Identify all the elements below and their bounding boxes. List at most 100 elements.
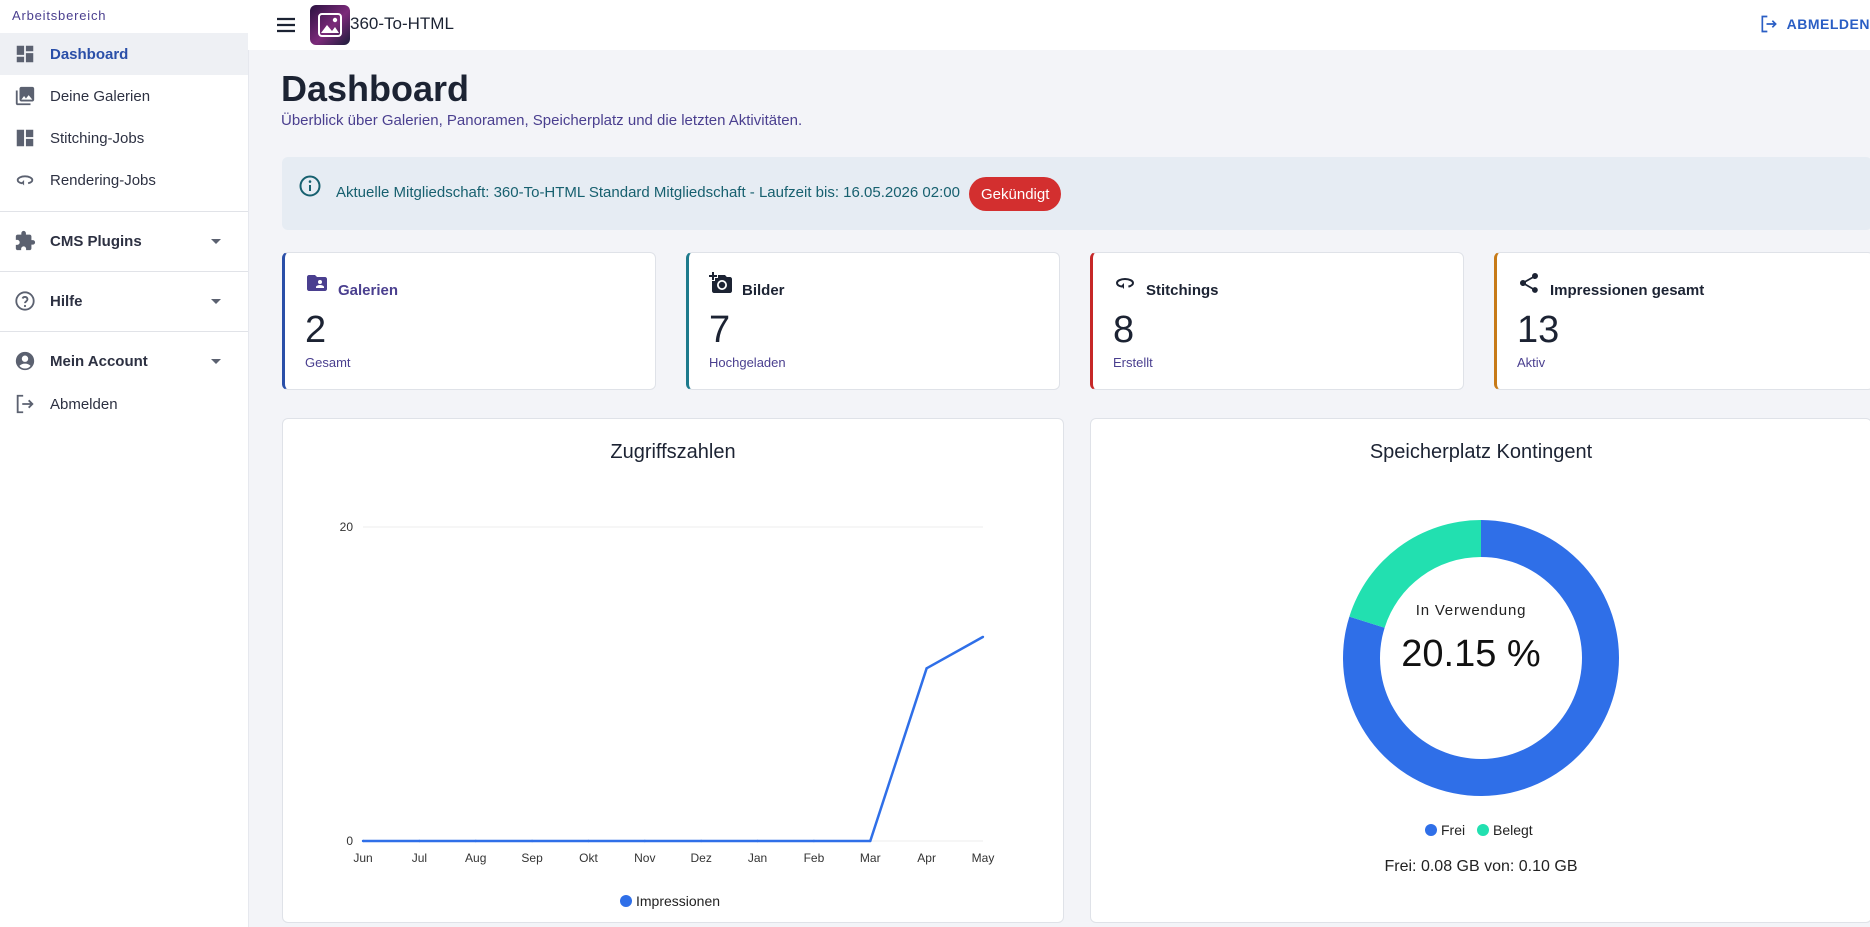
status-badge: Gekündigt: [969, 177, 1062, 211]
app-name: 360-To-HTML: [350, 14, 454, 33]
sidebar-group-account[interactable]: Mein Account: [0, 340, 248, 382]
hamburger-menu-icon[interactable]: [274, 13, 298, 37]
data-point: [361, 839, 365, 843]
info-icon: [299, 175, 321, 197]
stat-card-stitchings[interactable]: Stitchings 8 Erstellt: [1090, 252, 1464, 390]
x-tick-label: Dez: [691, 851, 712, 865]
card-title: Impressionen gesamt: [1550, 282, 1705, 299]
share-icon: [1520, 273, 1538, 293]
sidebar-item-label: Hilfe: [50, 292, 83, 310]
image-logo-icon: [318, 13, 342, 37]
top-bar: 360-To-HTML ABMELDEN: [248, 0, 1870, 50]
data-point: [756, 839, 759, 843]
sidebar-group-cms-plugins[interactable]: CMS Plugins: [0, 220, 248, 262]
help-icon: [15, 291, 35, 311]
legend-marker: [1477, 824, 1489, 836]
legend-label: Belegt: [1493, 822, 1533, 838]
x-tick-label: Feb: [804, 851, 825, 865]
data-point: [418, 839, 421, 843]
workspace-title: Arbeitsbereich: [12, 8, 107, 23]
logout-icon: [16, 394, 34, 414]
x-tick-label: Okt: [579, 851, 598, 865]
stat-card-impressions[interactable]: Impressionen gesamt 13 Aktiv: [1494, 252, 1870, 390]
card-title: Bilder: [742, 282, 785, 299]
page-subtitle: Überblick über Galerien, Panoramen, Spei…: [281, 112, 803, 129]
data-point: [812, 839, 816, 843]
divider: [0, 331, 248, 332]
x-tick-label: Sep: [521, 851, 543, 865]
y-tick-label: 20: [340, 520, 354, 534]
gallery-icon: [15, 86, 35, 106]
card-title: Galerien: [338, 282, 399, 299]
sidebar-item-label: Stitching-Jobs: [50, 129, 145, 147]
x-tick-label: Mar: [860, 851, 881, 865]
chart-title: Zugriffszahlen: [610, 441, 736, 463]
card-value: 8: [1113, 309, 1135, 351]
card-value: 2: [305, 309, 327, 351]
stat-card-galleries[interactable]: Galerien 2 Gesamt: [282, 252, 656, 390]
x-tick-label: Apr: [917, 851, 936, 865]
add-photo-icon: [709, 272, 732, 293]
chart-title: Speicherplatz Kontingent: [1369, 441, 1593, 463]
card-value: 7: [709, 309, 731, 351]
data-point: [699, 839, 703, 843]
sidebar-item-label: Deine Galerien: [50, 87, 151, 105]
chevron-down-icon: [211, 359, 221, 364]
stitching-jobs-icon: [16, 129, 34, 147]
sidebar-item-galleries[interactable]: Deine Galerien: [0, 75, 248, 117]
donut-center-value: 20.15 %: [1401, 633, 1540, 675]
sidebar-item-rendering-jobs[interactable]: Rendering-Jobs: [0, 159, 248, 201]
access-chart-panel: Zugriffszahlen 0 20 Jun Jul Aug Sep Okt Nov Dez J…: [282, 418, 1064, 923]
card-title: Stitchings: [1146, 282, 1219, 299]
chevron-down-icon: [211, 239, 221, 244]
rendering-jobs-icon: [16, 175, 34, 186]
sidebar-item-stitching-jobs[interactable]: Stitching-Jobs: [0, 117, 248, 159]
app-logo: [310, 5, 350, 45]
data-point: [530, 839, 534, 843]
logout-label: ABMELDEN: [1786, 16, 1870, 32]
sidebar-item-label: Abmelden: [50, 395, 118, 413]
x-tick-label: Aug: [465, 851, 486, 865]
folder-user-icon: [307, 275, 327, 291]
puzzle-icon: [15, 230, 36, 251]
legend-marker: [620, 895, 632, 907]
x-tick-label: Jul: [412, 851, 427, 865]
x-tick-label: Nov: [634, 851, 655, 865]
card-subtitle: Aktiv: [1517, 355, 1546, 370]
data-point: [587, 839, 590, 843]
line-chart: 0 20 Jun Jul Aug Sep Okt Nov Dez Jan Feb Mar Apr May I…: [340, 520, 995, 909]
sidebar-item-label: Dashboard: [50, 45, 129, 63]
legend-label: Frei: [1441, 822, 1465, 838]
storage-chart-panel: Speicherplatz Kontingent In Verwendung 20…: [1090, 418, 1870, 923]
y-tick-label: 0: [346, 834, 353, 848]
divider: [0, 211, 248, 212]
legend-label: Impressionen: [636, 893, 720, 909]
sidebar-item-logout[interactable]: Abmelden: [0, 383, 248, 425]
sidebar: Arbeitsbereich Dashboard Deine Galerien …: [0, 0, 249, 927]
divider: [0, 271, 248, 272]
sidebar-group-help[interactable]: Hilfe: [0, 280, 248, 322]
donut-center-label: In Verwendung: [1416, 602, 1526, 619]
dashboard-icon: [16, 45, 34, 63]
sidebar-item-label: CMS Plugins: [50, 232, 142, 250]
data-point: [474, 839, 477, 843]
data-point: [925, 667, 928, 670]
x-tick-label: Jan: [748, 851, 767, 865]
x-tick-label: Jun: [353, 851, 372, 865]
sidebar-item-dashboard[interactable]: Dashboard: [0, 33, 248, 75]
logout-icon: [1761, 15, 1777, 33]
logout-button[interactable]: ABMELDEN: [1759, 14, 1870, 34]
sidebar-item-label: Mein Account: [50, 352, 148, 370]
data-point: [869, 839, 872, 843]
card-value: 13: [1517, 309, 1560, 351]
membership-alert: Aktuelle Mitgliedschaft: 360-To-HTML Sta…: [282, 157, 1870, 230]
donut-slice-belegt: [1349, 520, 1481, 628]
sidebar-item-label: Rendering-Jobs: [50, 171, 156, 189]
stat-card-images[interactable]: Bilder 7 Hochgeladen: [686, 252, 1060, 390]
donut-chart: In Verwendung 20.15 % Frei Belegt Frei: 0.08…: [1343, 520, 1619, 875]
data-point: [643, 839, 647, 843]
data-point: [981, 635, 985, 639]
chevron-down-icon: [211, 299, 221, 304]
page-title: Dashboard: [281, 68, 470, 109]
legend-marker: [1425, 824, 1437, 836]
